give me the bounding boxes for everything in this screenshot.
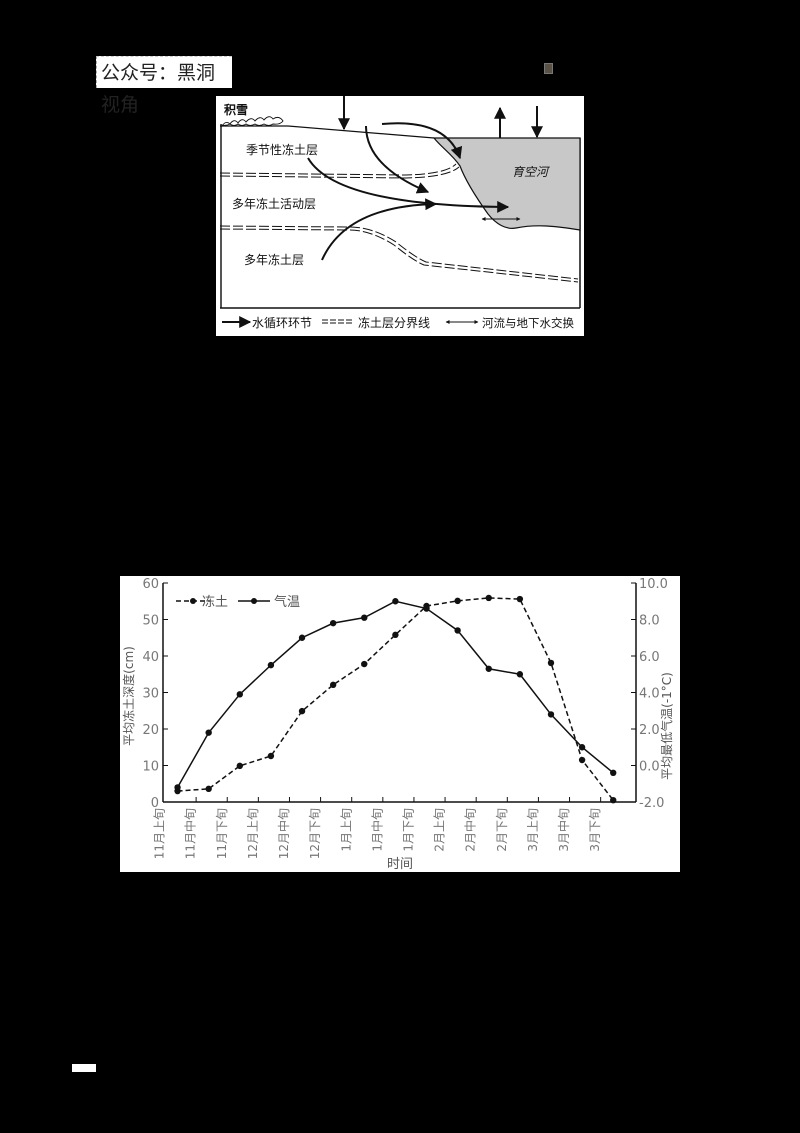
svg-text:4.0: 4.0 bbox=[639, 687, 660, 702]
water-cycle-arrows bbox=[307, 96, 543, 261]
data-point bbox=[516, 671, 524, 678]
svg-text:6.0: 6.0 bbox=[639, 650, 660, 665]
data-point bbox=[485, 594, 492, 602]
svg-text:12月下旬: 12月下旬 bbox=[308, 808, 322, 859]
chart-series bbox=[174, 594, 617, 804]
svg-text:12月上旬: 12月上旬 bbox=[246, 808, 260, 859]
data-point bbox=[298, 634, 306, 641]
data-point bbox=[236, 691, 243, 698]
label-seasonal-frozen-layer: 季节性冻土层 bbox=[246, 142, 318, 157]
data-point bbox=[361, 614, 368, 621]
label-snow: 积雪 bbox=[224, 102, 248, 117]
svg-text:30: 30 bbox=[142, 687, 159, 702]
data-point bbox=[423, 605, 430, 612]
label-permafrost-layer: 多年冻土层 bbox=[244, 252, 304, 267]
legend-double-dashed-icon bbox=[322, 319, 352, 324]
svg-text:1月下旬: 1月下旬 bbox=[402, 808, 416, 852]
y-axis-label: 平均冻土深度(cm) bbox=[121, 646, 136, 746]
legend-label-exchange: 河流与地下水交换 bbox=[482, 316, 574, 330]
chart-svg: 0 10 20 30 40 50 60 -2.0 0.0 2.0 4.0 6.0 8.0 10.0 11月上… bbox=[121, 577, 674, 872]
svg-text:20: 20 bbox=[142, 723, 159, 738]
svg-text:11月中旬: 11月中旬 bbox=[183, 808, 198, 859]
frozen-soil-line bbox=[177, 597, 614, 801]
svg-text:0: 0 bbox=[151, 796, 159, 811]
svg-text:2.0: 2.0 bbox=[639, 723, 660, 738]
legend-label-water-cycle: 水循环环节 bbox=[252, 316, 312, 330]
data-point bbox=[516, 595, 524, 603]
data-point bbox=[236, 762, 243, 770]
data-point bbox=[205, 729, 212, 736]
y2-axis-label: 平均最低气温(-1°C) bbox=[659, 672, 674, 780]
svg-text:12月中旬: 12月中旬 bbox=[276, 808, 291, 859]
data-point bbox=[361, 660, 368, 668]
data-point bbox=[392, 631, 399, 639]
data-point bbox=[578, 756, 586, 764]
svg-text:11月下旬: 11月下旬 bbox=[215, 808, 229, 859]
data-point bbox=[578, 744, 586, 751]
svg-text:-2.0: -2.0 bbox=[639, 796, 664, 811]
svg-text:40: 40 bbox=[142, 650, 159, 665]
svg-text:3月下旬: 3月下旬 bbox=[588, 808, 602, 852]
svg-text:50: 50 bbox=[142, 614, 159, 629]
svg-text:10.0: 10.0 bbox=[639, 577, 668, 592]
data-point bbox=[454, 627, 461, 634]
svg-text:60: 60 bbox=[142, 577, 159, 592]
left-edge bbox=[220, 124, 222, 308]
diagram-svg: 积雪 季节性冻土层 多年冻土活动层 多年冻土层 育空河 水循环环节 冻土层分界线… bbox=[219, 96, 581, 330]
svg-text:3月中旬: 3月中旬 bbox=[556, 808, 571, 852]
svg-text:2月上旬: 2月上旬 bbox=[433, 808, 447, 852]
svg-text:10: 10 bbox=[142, 760, 159, 775]
data-point bbox=[329, 681, 337, 689]
legend-label-frozen-soil: 冻土 bbox=[202, 594, 228, 610]
frozen-soil-temperature-chart: 0 10 20 30 40 50 60 -2.0 0.0 2.0 4.0 6.0 8.0 10.0 11月上… bbox=[120, 576, 680, 872]
data-point bbox=[610, 769, 617, 776]
svg-text:2月下旬: 2月下旬 bbox=[495, 808, 509, 852]
x-axis-label: 时间 bbox=[387, 857, 413, 872]
data-point bbox=[485, 665, 492, 672]
data-point bbox=[454, 597, 461, 605]
legend-label-temperature: 气温 bbox=[274, 594, 300, 610]
label-river: 育空河 bbox=[512, 165, 550, 179]
legend-label-boundary: 冻土层分界线 bbox=[358, 315, 430, 330]
data-point bbox=[267, 661, 275, 669]
watermark-label: 公众号：黑洞视角 bbox=[96, 56, 232, 116]
snow-icon bbox=[221, 116, 284, 128]
permafrost-diagram: 积雪 季节性冻土层 多年冻土活动层 多年冻土层 育空河 水循环环节 冻土层分界线… bbox=[216, 96, 584, 336]
data-point bbox=[610, 796, 617, 804]
data-point bbox=[329, 619, 337, 627]
footer-marker bbox=[72, 1064, 96, 1072]
chart-legend: 冻土 气温 bbox=[176, 594, 300, 610]
svg-text:8.0: 8.0 bbox=[639, 614, 660, 629]
chart-axes: 0 10 20 30 40 50 60 -2.0 0.0 2.0 4.0 6.0 8.0 10.0 11月上… bbox=[142, 577, 668, 859]
svg-text:1月上旬: 1月上旬 bbox=[339, 808, 353, 852]
label-active-layer: 多年冻土活动层 bbox=[232, 196, 316, 211]
data-point bbox=[392, 598, 399, 605]
data-point bbox=[298, 707, 306, 715]
svg-text:3月上旬: 3月上旬 bbox=[526, 808, 540, 852]
data-point bbox=[205, 785, 212, 793]
river-area bbox=[432, 137, 581, 231]
svg-text:2月中旬: 2月中旬 bbox=[463, 808, 478, 852]
diagram-legend: 水循环环节 冻土层分界线 河流与地下水交换 bbox=[222, 315, 574, 330]
data-point bbox=[547, 659, 555, 667]
data-point bbox=[267, 752, 275, 760]
data-point bbox=[547, 711, 555, 718]
svg-text:0.0: 0.0 bbox=[639, 760, 660, 775]
svg-text:1月中旬: 1月中旬 bbox=[369, 808, 384, 852]
svg-text:11月上旬: 11月上旬 bbox=[153, 808, 167, 859]
frozen-boundary-lines bbox=[219, 163, 579, 283]
small-marker bbox=[544, 63, 553, 74]
data-point bbox=[174, 784, 181, 791]
